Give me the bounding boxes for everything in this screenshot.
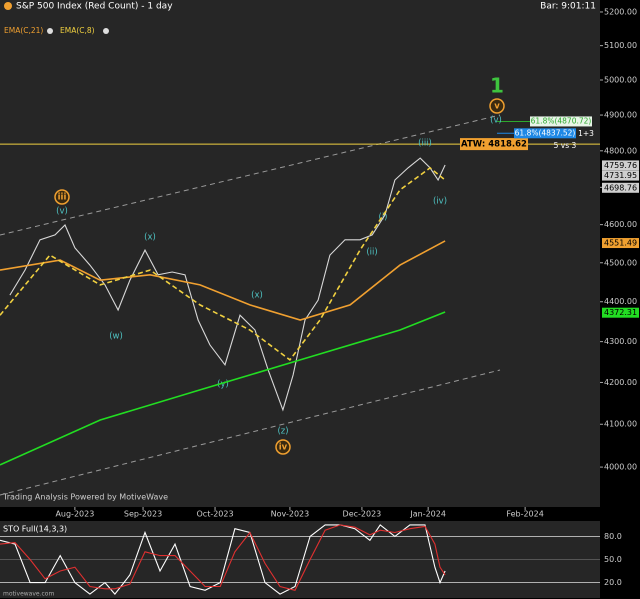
legend-entry: EMA(C,21) — [4, 26, 43, 35]
x-tick-label: Nov-2023 — [271, 510, 310, 519]
wave-label: (x) — [251, 291, 263, 301]
y-tick-label: 4300.00 — [604, 337, 637, 346]
wave-circle — [489, 98, 505, 114]
atw-label: ATW: 4818.62 — [461, 140, 527, 150]
wave-label: iv — [279, 443, 288, 453]
fib-label: 61.8%(4837.52) — [515, 128, 576, 137]
price-label-box — [602, 307, 639, 318]
series-line — [0, 240, 446, 321]
status-dot — [4, 2, 12, 10]
price-label: 4698.76 — [604, 183, 637, 192]
x-tick-label: Feb-2024 — [506, 510, 543, 519]
series-line — [0, 166, 446, 362]
y-tick-label: 4600.00 — [604, 220, 637, 229]
channel-lower — [0, 369, 501, 496]
footer: motivewave.com — [3, 591, 54, 598]
wave-circle — [54, 189, 70, 205]
stochastic-title: STO Full(14,3,3) — [3, 525, 67, 534]
channel-upper — [0, 114, 501, 236]
price-label: 4372.31 — [604, 308, 637, 317]
wave-label: (iii) — [418, 139, 432, 149]
wave-label: (ii) — [366, 248, 377, 258]
wave-label: (x) — [144, 233, 156, 243]
y-tick-label: 50.0 — [604, 555, 622, 564]
y-tick-label: 20.0 — [604, 578, 622, 587]
price-label-box — [602, 238, 639, 249]
price-label-box — [602, 160, 639, 171]
y-tick-label: 5200.00 — [604, 7, 637, 16]
x-tick-label: Sep-2023 — [124, 510, 162, 519]
price-label-box — [602, 182, 639, 193]
wave-label: (v) — [490, 116, 502, 126]
chart-title: S&P 500 Index (Red Count) - 1 day — [16, 2, 173, 12]
y-tick-label: 4400.00 — [604, 297, 637, 306]
fib-box — [530, 116, 592, 127]
y-tick-label: 5100.00 — [604, 41, 637, 50]
legend-gear — [47, 28, 53, 34]
y-tick-label: 5000.00 — [604, 76, 637, 85]
wave-label: 1+3 — [578, 129, 594, 138]
x-tick-label: Dec-2023 — [343, 510, 382, 519]
price-label: 4551.49 — [604, 239, 637, 248]
wave-label: (v) — [56, 207, 68, 217]
wave-label: 1 — [490, 74, 504, 98]
series-line — [0, 311, 446, 466]
y-tick-label: 4000.00 — [604, 463, 637, 472]
wave-label: v — [494, 102, 500, 112]
legend-gear — [103, 28, 109, 34]
wave-label: (iv) — [433, 197, 447, 207]
wave-circle — [275, 439, 291, 455]
fib-box — [514, 128, 576, 139]
y-tick-label: 4800.00 — [604, 146, 637, 155]
price-label-box — [602, 170, 639, 181]
atw-box — [460, 138, 528, 151]
series-line — [9, 157, 446, 412]
x-tick-label: Jan-2024 — [409, 510, 446, 519]
fib-label: 61.8%(4870.72) — [531, 116, 592, 125]
wave-label: (w) — [109, 332, 123, 342]
bar-time: Bar: 9:01:11 — [540, 2, 596, 12]
wave-label: iii — [58, 193, 67, 203]
y-tick-label: 80.0 — [604, 532, 622, 541]
y-tick-label: 4900.00 — [604, 111, 637, 120]
y-tick-label: 4200.00 — [604, 378, 637, 387]
x-tick-label: Oct-2023 — [197, 510, 234, 519]
series-line — [0, 524, 446, 591]
y-tick-label: 4500.00 — [604, 258, 637, 267]
wave-label: 5 vs 3 — [554, 141, 577, 150]
wave-label: (z) — [277, 427, 288, 437]
price-label: 4759.76 — [604, 161, 637, 170]
x-tick-label: Aug-2023 — [55, 510, 94, 519]
series-line — [0, 524, 446, 595]
legend-entry: EMA(C,8) — [60, 26, 95, 35]
watermark: Trading Analysis Powered by MotiveWave — [2, 493, 168, 502]
wave-label: (y) — [217, 380, 229, 390]
y-tick-label: 4100.00 — [604, 420, 637, 429]
price-panel — [0, 0, 600, 507]
price-label: 4731.95 — [604, 171, 637, 180]
